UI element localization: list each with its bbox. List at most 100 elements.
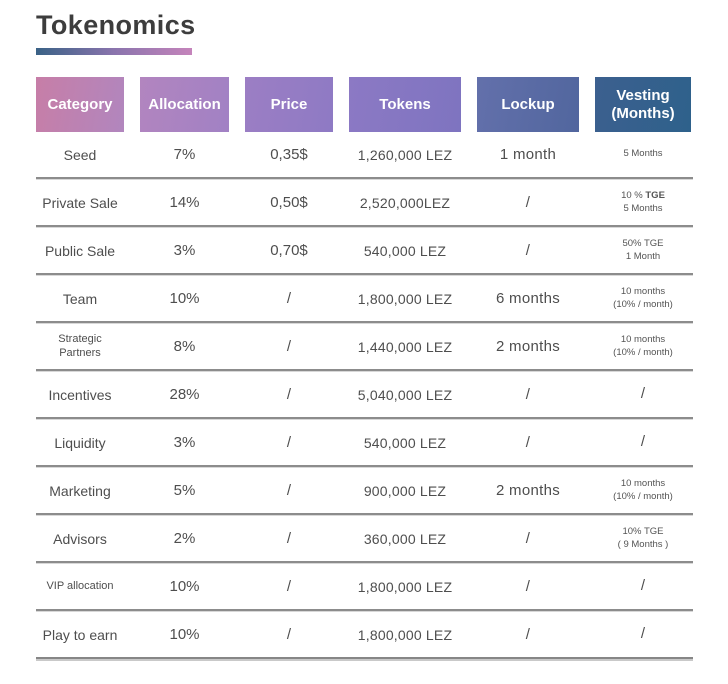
cell-allocation: 10%: [169, 626, 200, 643]
cell-vesting: /: [640, 385, 646, 403]
cell-lockup: 1 month: [499, 146, 557, 163]
cell-allocation: 14%: [169, 194, 200, 211]
table-row-private-sale: Private Sale 14% 0,50$ 2,520,000LEZ / 10 % TG…: [36, 180, 693, 225]
cell-price: /: [286, 530, 292, 547]
cell-vesting: 10% TGE( 9 Months ): [595, 516, 691, 561]
cell-category: Advisors: [53, 530, 107, 547]
vesting-line: ( 9 Months ): [617, 538, 669, 550]
vesting-line: 10 months: [620, 333, 666, 345]
vesting-line: 10 % TGE: [621, 189, 665, 201]
vesting-line: (10% / month): [613, 490, 673, 502]
cell-price: /: [286, 482, 292, 499]
cell-category: Marketing: [49, 482, 111, 499]
table-row-vip-allocation: VIP allocation 10% / 1,800,000 LEZ / /: [36, 564, 693, 609]
cell-allocation: 3%: [173, 434, 196, 451]
cell-lockup: /: [525, 578, 531, 595]
cell-category: Team: [62, 290, 98, 307]
cell-vesting: /: [640, 625, 646, 643]
cell-category: Incentives: [48, 386, 112, 403]
cell-allocation: 5%: [173, 482, 196, 499]
row-separator: [36, 369, 693, 372]
cell-vesting: /: [640, 433, 646, 451]
cell-vesting: 10 months (10% / month): [595, 276, 691, 321]
row-separator: [36, 177, 693, 180]
column-header-vesting-months: Vesting (Months): [595, 77, 691, 132]
column-header-tokens: Tokens: [349, 77, 461, 132]
cell-allocation: 8%: [173, 338, 196, 355]
cell-category: Seed: [63, 146, 97, 163]
vesting-line: 5 Months: [623, 202, 663, 214]
cell-lockup: 2 months: [495, 338, 561, 355]
row-separator: [36, 657, 693, 661]
table-row-play-to-earn: Play to earn 10% / 1,800,000 LEZ / /: [36, 612, 693, 657]
cell-price: 0,35$: [270, 146, 308, 163]
cell-vesting: /: [640, 577, 646, 595]
cell-allocation: 10%: [169, 578, 200, 595]
row-separator: [36, 225, 693, 228]
row-separator: [36, 321, 693, 324]
table-row-marketing: Marketing 5% / 900,000 LEZ 2 months 10 months…: [36, 468, 693, 513]
cell-tokens: 1,800,000 LEZ: [357, 578, 453, 595]
row-separator: [36, 417, 693, 420]
cell-tokens: 1,800,000 LEZ: [357, 626, 453, 643]
cell-lockup: /: [525, 194, 531, 211]
row-separator: [36, 465, 693, 468]
cell-lockup: 2 months: [495, 482, 561, 499]
row-separator: [36, 273, 693, 276]
cell-allocation: 7%: [173, 146, 196, 163]
cell-vesting: 10 % TGE 5 Months: [595, 180, 691, 225]
cell-tokens: 1,260,000 LEZ: [357, 146, 453, 163]
cell-category: Liquidity: [54, 434, 106, 451]
cell-tokens: 1,440,000 LEZ: [357, 338, 453, 355]
cell-tokens: 1,800,000 LEZ: [357, 290, 453, 307]
cell-category: VIP allocation: [46, 579, 114, 592]
table-header-row: Category Allocation Price Tokens Lockup Vesti…: [36, 77, 693, 132]
page-title: Tokenomics: [36, 10, 196, 40]
table-row-strategic-partners: Strategic Partners 8% / 1,440,000 LEZ 2 mont…: [36, 324, 693, 369]
cell-tokens: 360,000 LEZ: [363, 530, 447, 547]
table-row-seed: Seed 7% 0,35$ 1,260,000 LEZ 1 month 5 Months: [36, 132, 693, 177]
row-separator: [36, 609, 693, 612]
cell-category: Private Sale: [42, 194, 118, 211]
cell-lockup: /: [525, 530, 531, 547]
vesting-line: (10% / month): [613, 298, 673, 310]
cell-price: /: [286, 434, 292, 451]
cell-category: Play to earn: [42, 626, 118, 643]
cell-category: Strategic Partners: [58, 332, 102, 359]
cell-price: /: [286, 338, 292, 355]
cell-vesting: 10 months (10% / month): [595, 324, 691, 369]
column-header-allocation: Allocation: [140, 77, 229, 132]
vesting-line: 5 Months: [623, 148, 663, 160]
cell-price: /: [286, 386, 292, 403]
vesting-line: 50% TGE: [622, 237, 664, 249]
tokenomics-table: Category Allocation Price Tokens Lockup Vesti…: [36, 77, 693, 661]
row-separator: [36, 561, 693, 564]
vesting-line: 10 months: [620, 285, 666, 297]
cell-tokens: 5,040,000 LEZ: [357, 386, 453, 403]
cell-vesting: 5 Months: [595, 132, 691, 177]
table-row-incentives: Incentives 28% / 5,040,000 LEZ / /: [36, 372, 693, 417]
cell-vesting: 10 months (10% / month): [595, 468, 691, 513]
vesting-line: 1 Month: [625, 250, 661, 262]
cell-price: 0,70$: [270, 242, 308, 259]
cell-price: /: [286, 626, 292, 643]
cell-lockup: /: [525, 626, 531, 643]
table-body: Seed 7% 0,35$ 1,260,000 LEZ 1 month 5 Months P…: [36, 132, 693, 661]
cell-lockup: /: [525, 242, 531, 259]
cell-price: /: [286, 290, 292, 307]
cell-lockup: 6 months: [495, 290, 561, 307]
vesting-line: 10% TGE: [622, 525, 664, 537]
cell-tokens: 2,520,000LEZ: [359, 194, 451, 211]
table-row-advisors: Advisors 2% / 360,000 LEZ / 10% TGE( 9 Months…: [36, 516, 693, 561]
column-header-category: Category: [36, 77, 124, 132]
table-row-public-sale: Public Sale 3% 0,70$ 540,000 LEZ / 50% TGE 1 M…: [36, 228, 693, 273]
cell-allocation: 10%: [169, 290, 200, 307]
cell-lockup: /: [525, 434, 531, 451]
cell-tokens: 540,000 LEZ: [363, 434, 447, 451]
cell-tokens: 900,000 LEZ: [363, 482, 447, 499]
row-separator: [36, 513, 693, 516]
column-header-lockup: Lockup: [477, 77, 579, 132]
cell-price: 0,50$: [270, 194, 308, 211]
cell-category: Public Sale: [44, 242, 116, 259]
table-row-team: Team 10% / 1,800,000 LEZ 6 months 10 months (1…: [36, 276, 693, 321]
